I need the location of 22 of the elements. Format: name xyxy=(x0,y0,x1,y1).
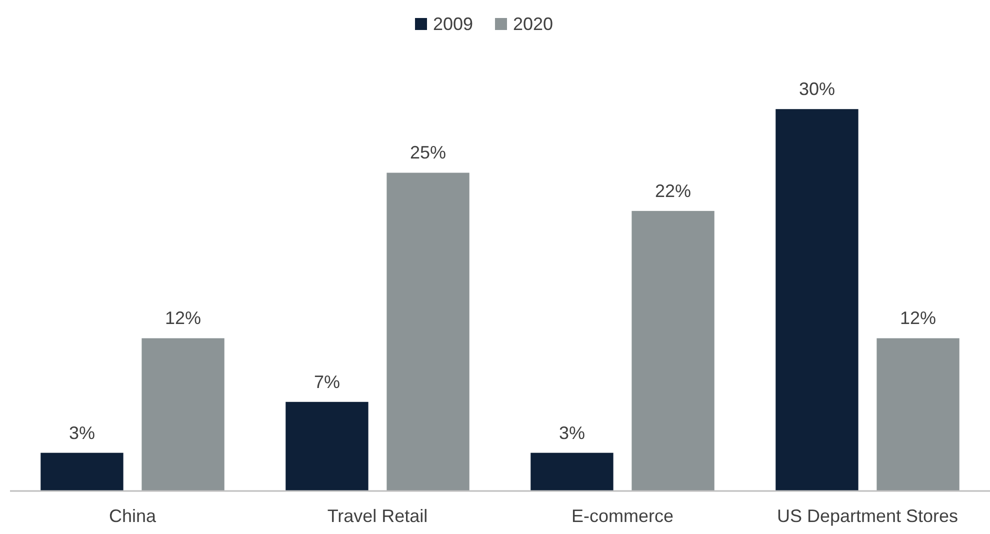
data-label: 30% xyxy=(798,79,835,100)
data-label: 7% xyxy=(314,372,340,392)
bar xyxy=(286,402,368,491)
data-label: 12% xyxy=(900,308,936,328)
legend-label: 2020 xyxy=(513,14,554,34)
x-tick-label: E-commerce xyxy=(571,506,674,526)
data-label: 22% xyxy=(655,180,692,201)
data-label: 3% xyxy=(558,422,585,443)
bar xyxy=(530,452,614,491)
data-label: 25% xyxy=(410,142,446,163)
x-tick-label: China xyxy=(108,506,158,526)
bar xyxy=(776,109,858,491)
data-label: 3% xyxy=(68,422,95,443)
bar xyxy=(632,210,714,491)
data-label: 12% xyxy=(165,308,202,328)
x-tick-label: Travel Retail xyxy=(327,506,428,526)
x-tick-label: US Department Stores xyxy=(776,506,958,526)
bar xyxy=(386,172,470,491)
bar xyxy=(40,452,124,491)
bar xyxy=(142,338,224,491)
bar xyxy=(876,338,960,491)
legend-label: 2009 xyxy=(433,14,474,34)
